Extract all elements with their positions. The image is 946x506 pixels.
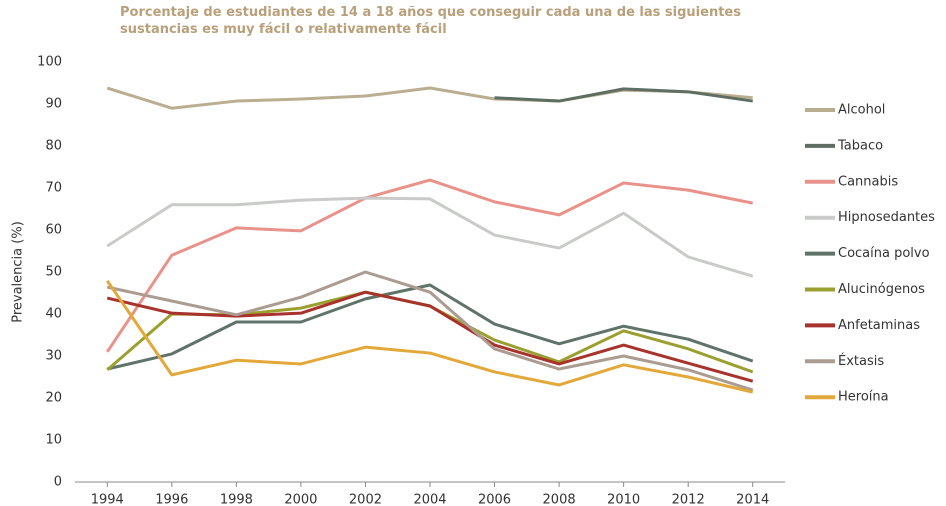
series-line bbox=[106, 178, 754, 353]
legend-label: Éxtasis bbox=[838, 353, 884, 369]
y-tick-label: 50 bbox=[45, 265, 62, 280]
series-line bbox=[106, 196, 754, 278]
y-tick-label: 10 bbox=[45, 433, 62, 448]
legend-label: Heroína bbox=[838, 390, 889, 405]
y-tick-label: 70 bbox=[45, 181, 62, 196]
legend-label: Anfetaminas bbox=[838, 318, 920, 333]
y-tick-label: 90 bbox=[45, 97, 62, 112]
series-line bbox=[106, 279, 754, 394]
title-box: Porcentaje de estudiantes de 14 a 18 año… bbox=[120, 5, 741, 37]
series-line bbox=[494, 87, 753, 103]
x-tick-label: 1998 bbox=[220, 493, 253, 506]
legend-label: Alcohol bbox=[838, 103, 885, 118]
x-tick-label: 1996 bbox=[155, 493, 188, 506]
y-tick-label: 100 bbox=[37, 55, 62, 70]
x-tick-label: 2008 bbox=[543, 493, 576, 506]
x-tick-label: 2010 bbox=[607, 493, 640, 506]
y-axis-label: Prevalencia (%) bbox=[11, 221, 26, 323]
x-tick-label: 2012 bbox=[672, 493, 705, 506]
series-line bbox=[106, 270, 754, 392]
series-line bbox=[106, 283, 754, 371]
legend-label: Tabaco bbox=[837, 138, 883, 153]
y-tick-label: 40 bbox=[45, 307, 62, 322]
x-tick-label: 2006 bbox=[478, 493, 511, 506]
x-tick-label: 2002 bbox=[349, 493, 382, 506]
y-tick-label: 80 bbox=[45, 139, 62, 154]
y-tick-label: 0 bbox=[54, 475, 62, 490]
series-line bbox=[106, 290, 754, 383]
legend-label: Alucinógenos bbox=[838, 282, 925, 297]
legend-label: Cannabis bbox=[838, 174, 898, 189]
y-tick-label: 20 bbox=[45, 391, 62, 406]
legend-label: Hipnosedantes bbox=[838, 210, 935, 225]
x-tick-label: 2004 bbox=[413, 493, 446, 506]
chart-title: Porcentaje de estudiantes de 14 a 18 año… bbox=[120, 5, 741, 37]
x-tick-label: 1994 bbox=[91, 493, 124, 506]
x-tick-label: 2014 bbox=[736, 493, 769, 506]
legend-label: Cocaína polvo bbox=[838, 246, 930, 261]
y-tick-label: 60 bbox=[45, 223, 62, 238]
y-tick-label: 30 bbox=[45, 349, 62, 364]
x-tick-label: 2000 bbox=[284, 493, 317, 506]
